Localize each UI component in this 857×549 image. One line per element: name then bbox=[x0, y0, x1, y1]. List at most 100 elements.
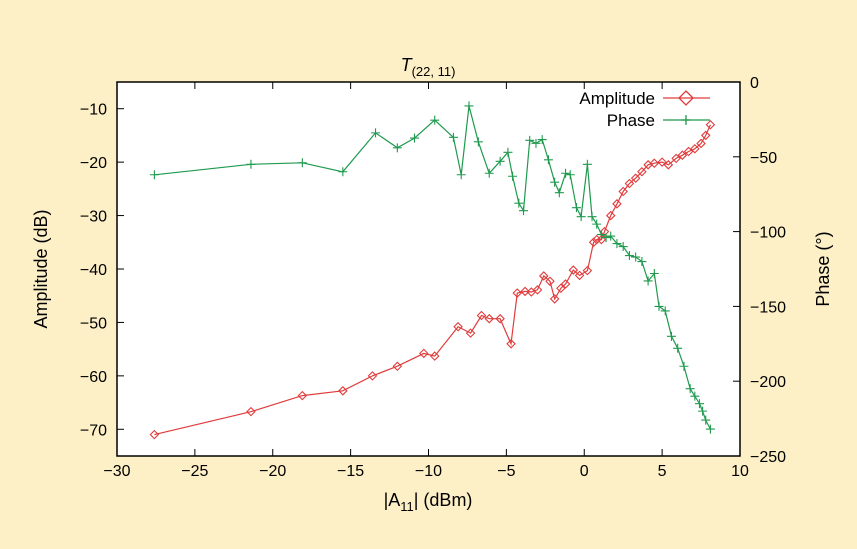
amplitude-point bbox=[663, 160, 674, 170]
phase-point bbox=[606, 231, 616, 241]
phase-point bbox=[576, 212, 586, 222]
amplitude-point bbox=[545, 276, 555, 287]
amplitude-point bbox=[568, 265, 579, 275]
phase-point bbox=[543, 155, 553, 165]
amplitude-point bbox=[696, 138, 706, 149]
x-tick-label: 5 bbox=[658, 463, 667, 480]
amplitude-point bbox=[465, 328, 476, 338]
phase-point bbox=[554, 188, 564, 198]
amplitude-point bbox=[700, 130, 711, 141]
phase-point bbox=[448, 132, 458, 142]
phase-point bbox=[698, 406, 708, 416]
phase-point bbox=[246, 159, 256, 169]
x-tick-label: 0 bbox=[580, 463, 589, 480]
phase-point bbox=[456, 170, 466, 180]
phase-point bbox=[338, 167, 348, 177]
phase-point bbox=[654, 301, 664, 311]
amplitude-point bbox=[297, 390, 308, 401]
amplitude-point bbox=[690, 144, 700, 154]
phase-point bbox=[679, 361, 689, 371]
phase-point bbox=[705, 424, 715, 434]
phase-point bbox=[601, 233, 611, 243]
phase-point bbox=[371, 128, 381, 138]
amplitude-point bbox=[671, 153, 681, 164]
x-tick-label: −5 bbox=[497, 463, 515, 480]
phase-point bbox=[618, 242, 628, 252]
ticks-layer: −30 −25 −20 −15 −10 −5 0 5 10−70−60−50−40−30−20−… bbox=[80, 75, 786, 480]
phase-point bbox=[495, 156, 505, 166]
chart-title: T(22, 11) bbox=[401, 55, 456, 79]
legend-label-amplitude: Amplitude bbox=[579, 89, 655, 108]
y-tick-label: −70 bbox=[80, 422, 107, 439]
y-tick-label: −30 bbox=[80, 209, 107, 226]
phase-point bbox=[624, 251, 634, 261]
phase-point bbox=[537, 135, 547, 145]
amplitude-point bbox=[429, 351, 440, 361]
amplitude-point bbox=[453, 321, 463, 332]
y-tick-label: −60 bbox=[80, 369, 107, 386]
amplitude-point bbox=[338, 386, 348, 396]
phase-point bbox=[430, 115, 440, 125]
amplitude-point bbox=[612, 199, 622, 209]
legend-marker-amplitude bbox=[678, 90, 694, 106]
phase-point bbox=[612, 239, 622, 249]
amplitude-point bbox=[588, 237, 599, 248]
amplitude-point bbox=[630, 173, 641, 183]
amplitude-point bbox=[649, 158, 660, 168]
phase-point bbox=[592, 219, 602, 229]
amplitude-point bbox=[149, 429, 160, 440]
phase-point bbox=[464, 101, 474, 111]
y2-tick-label: −150 bbox=[750, 299, 786, 316]
phase-point bbox=[565, 170, 575, 180]
y2-tick-label: −50 bbox=[750, 150, 777, 167]
x-tick-label: −10 bbox=[415, 463, 442, 480]
y2-tick-label: −100 bbox=[750, 225, 786, 242]
amplitude-point bbox=[246, 406, 256, 417]
amplitude-point bbox=[637, 166, 647, 177]
amplitude-point bbox=[538, 271, 549, 281]
y2-axis-label: Phase (°) bbox=[813, 231, 833, 306]
phase-point bbox=[637, 257, 647, 267]
phase-point bbox=[514, 198, 524, 208]
phase-point bbox=[525, 135, 535, 145]
amplitude-point bbox=[605, 210, 616, 221]
x-tick-label: −15 bbox=[337, 463, 364, 480]
phase-point bbox=[596, 230, 606, 240]
phase-point bbox=[473, 137, 483, 147]
phase-point bbox=[484, 168, 494, 178]
amplitude-point bbox=[677, 150, 688, 160]
legend-marker-phase bbox=[681, 115, 691, 125]
y-tick-label: −20 bbox=[80, 155, 107, 172]
amplitude-point bbox=[683, 146, 694, 157]
x-tick-label: −25 bbox=[181, 463, 208, 480]
amplitude-point bbox=[367, 371, 378, 381]
phase-point bbox=[297, 158, 307, 168]
amplitude-point bbox=[532, 285, 543, 295]
amplitude-point bbox=[596, 234, 607, 245]
phase-point bbox=[582, 159, 592, 169]
amplitude-point bbox=[495, 313, 505, 324]
phase-point bbox=[409, 133, 419, 143]
x-tick-label: −20 bbox=[259, 463, 286, 480]
phase-point bbox=[666, 331, 676, 341]
amplitude-point bbox=[419, 348, 429, 359]
phase-point bbox=[550, 177, 560, 187]
phase-point bbox=[631, 252, 641, 262]
phase-point bbox=[673, 343, 683, 353]
y2-tick-label: −200 bbox=[750, 374, 786, 391]
amplitude-point bbox=[556, 283, 566, 294]
y-axis-label: Amplitude (dB) bbox=[31, 209, 51, 328]
y-tick-label: −50 bbox=[80, 315, 107, 332]
amplitude-point bbox=[520, 286, 530, 297]
x-tick-label: 10 bbox=[731, 463, 749, 480]
phase-point bbox=[587, 212, 597, 222]
phase-line bbox=[154, 105, 711, 430]
phase-point bbox=[571, 203, 581, 213]
amplitude-point bbox=[624, 178, 635, 189]
amplitude-point bbox=[506, 339, 516, 349]
amplitude-line bbox=[154, 124, 711, 436]
phase-point bbox=[695, 399, 705, 409]
amplitude-point bbox=[705, 119, 716, 130]
